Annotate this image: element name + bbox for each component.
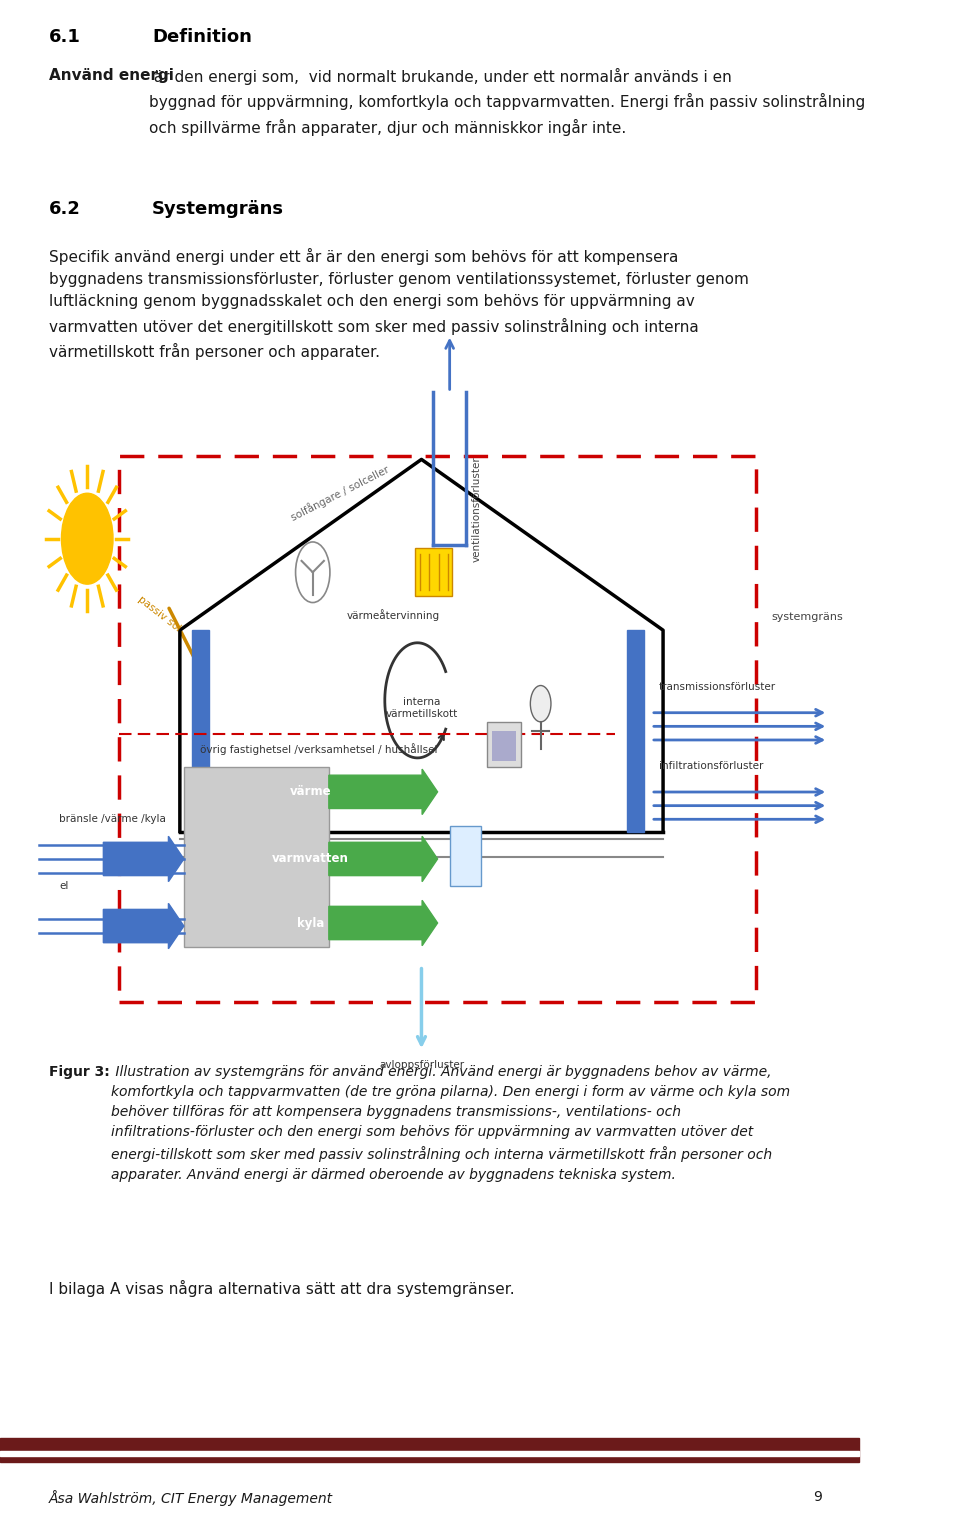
Bar: [627, 630, 644, 832]
Text: 6.1: 6.1: [49, 27, 81, 45]
Text: bränsle /värme /kyla: bränsle /värme /kyla: [60, 814, 166, 824]
Bar: [192, 630, 209, 832]
Text: ventilationsförluster: ventilationsförluster: [472, 456, 482, 562]
Bar: [450, 826, 481, 886]
Circle shape: [530, 685, 551, 721]
Text: övrig fastighetsel /verksamhetsel / hushållsel: övrig fastighetsel /verksamhetsel / hush…: [200, 744, 438, 754]
Text: Illustration av systemgräns för använd energi. Använd energi är byggnadens behov: Illustration av systemgräns för använd e…: [110, 1065, 790, 1182]
Text: varmvatten: varmvatten: [273, 853, 349, 865]
FancyArrow shape: [329, 836, 438, 882]
Text: solfångare / solceller: solfångare / solceller: [289, 464, 391, 524]
Bar: [487, 721, 521, 767]
Text: interna
värmetillskott: interna värmetillskott: [386, 697, 458, 718]
Text: värmeåtervinning: värmeåtervinning: [347, 609, 440, 621]
Text: Figur 3:: Figur 3:: [49, 1065, 109, 1079]
Text: Åsa Wahlström, CIT Energy Management: Åsa Wahlström, CIT Energy Management: [49, 1489, 333, 1506]
Bar: [492, 730, 516, 761]
Text: I bilaga A visas några alternativa sätt att dra systemgränser.: I bilaga A visas några alternativa sätt …: [49, 1280, 515, 1297]
Text: 9: 9: [813, 1489, 822, 1504]
Text: avloppsförluster: avloppsförluster: [379, 1060, 464, 1070]
FancyBboxPatch shape: [184, 768, 329, 947]
Text: passiv sol: passiv sol: [135, 594, 182, 633]
Bar: [0, 1438, 859, 1462]
Text: Specifik använd energi under ett år är den energi som behövs för att kompensera
: Specifik använd energi under ett år är d…: [49, 248, 749, 361]
Bar: [0, 1451, 859, 1456]
Text: är den energi som,  vid normalt brukande, under ett normalår används i en
byggna: är den energi som, vid normalt brukande,…: [149, 68, 865, 136]
Text: systemgräns: systemgräns: [772, 612, 844, 621]
Circle shape: [296, 542, 330, 603]
Text: infiltrationsförluster: infiltrationsförluster: [660, 761, 763, 771]
Text: Systemgräns: Systemgräns: [152, 200, 284, 218]
Text: transmissionsförluster: transmissionsförluster: [660, 682, 777, 691]
Circle shape: [61, 494, 113, 585]
FancyArrow shape: [104, 836, 184, 882]
FancyArrow shape: [104, 903, 184, 948]
Text: kyla: kyla: [297, 917, 324, 930]
Text: el: el: [60, 882, 68, 891]
FancyArrow shape: [329, 900, 438, 945]
Text: Använd energi: Använd energi: [49, 68, 174, 83]
Bar: [415, 548, 452, 597]
Text: Definition: Definition: [152, 27, 252, 45]
Text: 6.2: 6.2: [49, 200, 81, 218]
FancyArrow shape: [329, 770, 438, 815]
Text: värme: värme: [290, 785, 331, 798]
